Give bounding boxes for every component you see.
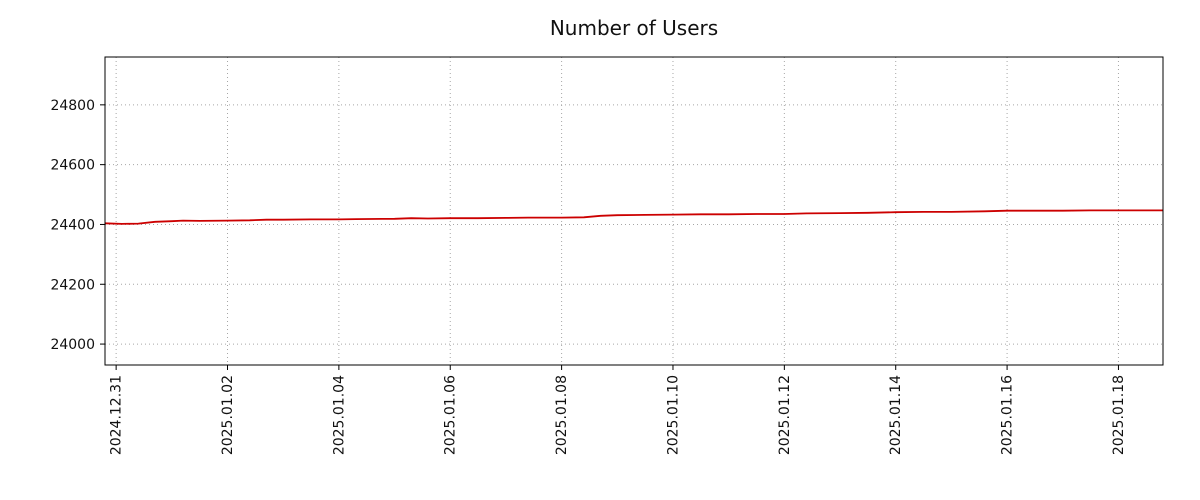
x-tick-label: 2025.01.10 — [665, 375, 681, 455]
x-tick-label: 2025.01.16 — [1000, 375, 1016, 455]
y-tick-label: 24400 — [50, 217, 95, 233]
y-tick-label: 24600 — [50, 158, 95, 174]
x-tick-label: 2025.01.04 — [331, 375, 347, 455]
x-tick-label: 2025.01.02 — [220, 375, 236, 455]
plot-border — [104, 56, 1164, 366]
x-tick-label: 2025.01.12 — [777, 375, 793, 455]
x-tick-label: 2024.12.31 — [109, 375, 125, 455]
series-line-number-of-users — [104, 209, 1163, 225]
x-tick-label: 2025.01.18 — [1111, 375, 1127, 455]
x-tick-label: 2025.01.08 — [554, 375, 570, 455]
y-tick-label: 24800 — [50, 98, 95, 114]
x-tick-label: 2025.01.06 — [443, 375, 459, 455]
x-tick-label: 2025.01.14 — [888, 375, 904, 455]
chart-title: Number of Users — [549, 16, 719, 40]
y-tick-label: 24000 — [50, 337, 95, 353]
y-tick-label: 24200 — [50, 277, 95, 293]
